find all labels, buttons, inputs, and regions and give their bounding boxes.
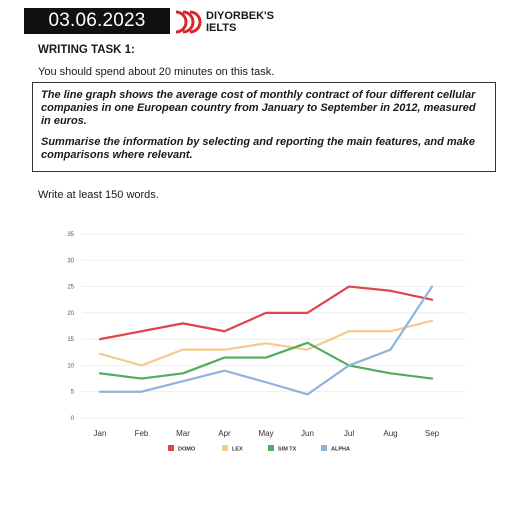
series-line-lex [98, 319, 434, 367]
x-tick-label: Jan [94, 429, 107, 438]
legend-swatch [168, 445, 174, 451]
y-tick-label: 25 [67, 285, 74, 291]
x-tick-label: Jul [344, 429, 354, 438]
chart-series [98, 285, 434, 396]
x-tick-label: Feb [135, 429, 149, 438]
x-tick-label: Sep [425, 429, 440, 438]
date-badge: 03.06.2023 [24, 8, 170, 34]
legend-label: SIM TX [278, 447, 297, 453]
brand-line-1: DIYORBEK'S [206, 10, 275, 22]
y-tick-label: 15 [67, 337, 74, 343]
legend-label: DOMO [178, 447, 196, 453]
y-tick-label: 20 [67, 311, 74, 317]
y-tick-label: 35 [67, 232, 74, 238]
y-tick-label: 0 [71, 416, 75, 422]
x-tick-label: Mar [176, 429, 190, 438]
prompt-description: The line graph shows the average cost of… [41, 89, 476, 128]
brand-line-2: IELTS [206, 22, 237, 34]
series-line-alpha [98, 285, 434, 396]
prompt-instruction: Summarise the information by selecting a… [41, 135, 475, 161]
y-tick-label: 30 [67, 258, 74, 264]
task-heading: WRITING TASK 1: [38, 44, 135, 56]
x-tick-label: Jun [301, 429, 314, 438]
word-count-note: Write at least 150 words. [38, 189, 159, 201]
series-line-sim-tx [98, 341, 434, 380]
x-tick-label: Apr [218, 429, 231, 438]
x-tick-label: Aug [383, 429, 397, 438]
y-tick-label: 10 [67, 363, 74, 369]
legend-label: LEX [232, 447, 243, 453]
y-axis-ticks: 0 5 10 15 20 25 30 35 [67, 232, 74, 422]
x-axis-ticks: Jan Feb Mar Apr May Jun Jul Aug Sep [94, 429, 440, 438]
legend-label: ALPHA [331, 447, 350, 453]
prompt-box: The line graph shows the average cost of… [32, 82, 496, 172]
x-tick-label: May [258, 429, 273, 438]
legend-swatch [222, 445, 228, 451]
brand-name: DIYORBEK'S IELTS [206, 10, 274, 34]
line-chart: 0 5 10 15 20 25 30 35 Jan Feb Mar Apr May Jun Jul Aug S… [67, 232, 466, 453]
time-note: You should spend about 20 minutes on thi… [38, 66, 275, 78]
legend-swatch [268, 445, 274, 451]
legend-swatch [321, 445, 327, 451]
brand-logo-icon [175, 10, 202, 34]
y-tick-label: 5 [71, 390, 75, 396]
series-line-domo [98, 285, 434, 341]
chart-legend: DOMO LEX SIM TX ALPHA [168, 445, 350, 453]
